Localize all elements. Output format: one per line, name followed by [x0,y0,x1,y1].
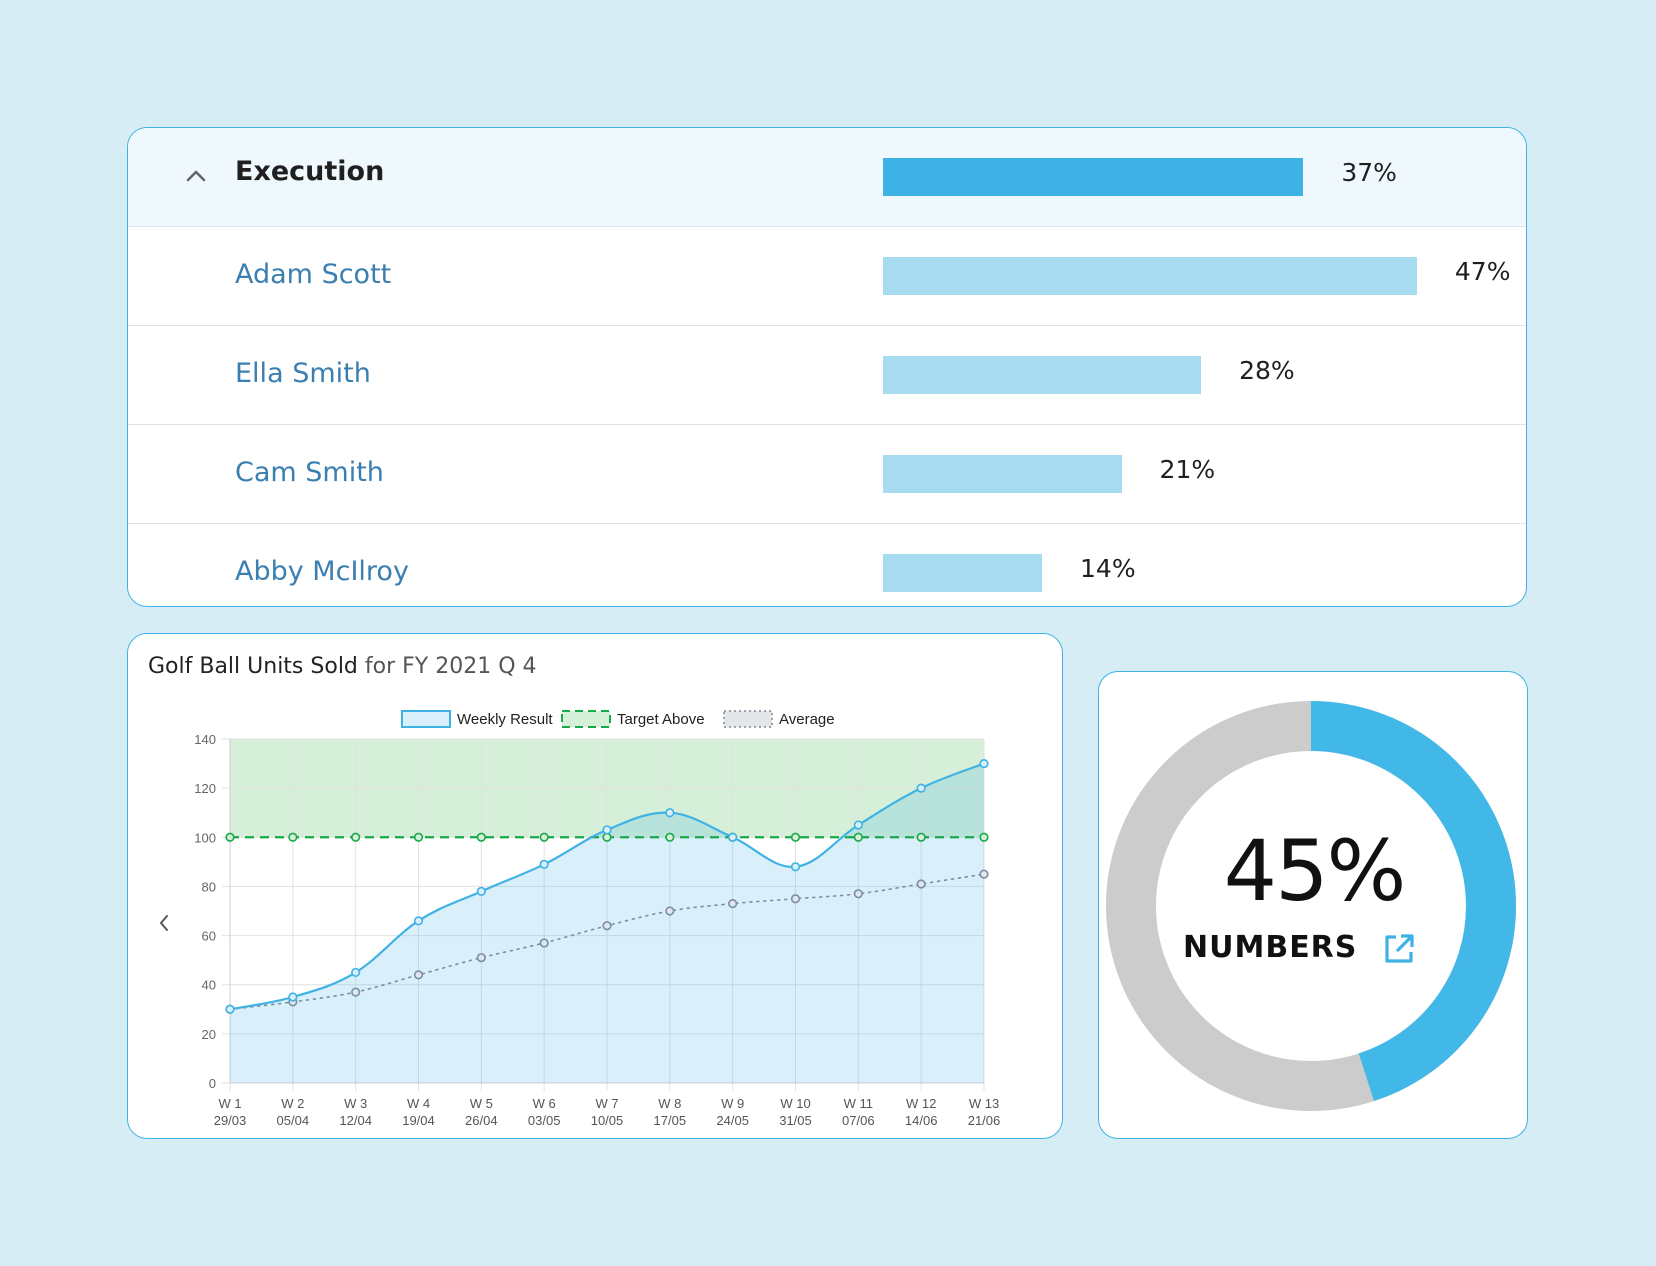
y-tick-label: 0 [209,1076,216,1091]
line-chart: 0 20 40 60 80 100 120 140 W 1 29/03 W 2 05/04 W 3 12/… [160,710,1001,1128]
average-point [539,938,549,948]
person-percent: 28% [1239,356,1295,385]
x-tick-label: W 2 05/04 [277,1096,310,1128]
execution-percent: 37% [1341,158,1397,187]
donut-fill [1106,701,1516,1111]
execution-title: Execution [235,156,385,187]
average-point [665,906,675,916]
x-tick-label: W 9 24/05 [716,1096,749,1128]
chart-title: Golf Ball Units Sold for FY 2021 Q 4 [148,654,537,679]
average-point [853,889,863,899]
average-point [728,899,738,909]
average-point [602,921,612,931]
x-tick-label: W 13 21/06 [968,1096,1001,1128]
person-bar [883,257,1417,295]
execution-card: Execution 37% Adam Scott 47% Ella Smith … [127,127,1527,607]
weekly-result-point [665,808,675,818]
person-name[interactable]: Cam Smith [235,457,384,488]
x-tick-label: W 5 26/04 [465,1096,498,1128]
chart-title-period: for FY 2021 Q 4 [357,654,537,679]
target-point [539,832,549,842]
target-point [790,832,801,842]
person-row[interactable]: Ella Smith 28% [128,326,1526,425]
weekly-result-point [413,916,424,926]
target-point [476,832,486,842]
weekly-result-point [476,886,486,896]
average-point [476,953,486,963]
donut-card: 45% NUMBERS [1098,671,1528,1139]
legend-swatch [401,710,451,728]
legend-label: Target Above [617,711,705,728]
execution-bar [883,158,1304,196]
x-tick-label: W 1 29/03 [214,1096,247,1128]
average-point [916,879,926,889]
chart-card: Golf Ball Units Sold for FY 2021 Q 4 0 20… [127,633,1063,1139]
weekly-result-point [539,859,549,869]
target-point [979,832,989,842]
person-row[interactable]: Abby McIlroy 14% [128,524,1526,606]
y-tick-label: 100 [194,830,216,845]
target-point [225,832,235,842]
person-name[interactable]: Abby McIlroy [235,556,409,587]
average-point [413,970,424,980]
x-tick-label: W 3 12/04 [339,1096,372,1128]
legend-swatch [561,710,611,728]
person-bar [883,455,1122,493]
y-tick-label: 80 [202,879,216,894]
x-tick-label: W 4 19/04 [402,1096,435,1128]
person-row[interactable]: Adam Scott 47% [128,227,1526,326]
y-tick-label: 40 [202,978,216,993]
execution-header-row[interactable]: Execution 37% [128,128,1526,227]
x-tick-label: W 10 31/05 [779,1096,812,1128]
weekly-result-point [979,758,989,769]
target-point [853,832,863,842]
donut-label[interactable]: NUMBERS [1183,930,1358,965]
target-point [602,832,612,842]
x-tick-label: W 11 07/06 [842,1096,875,1128]
person-name[interactable]: Ella Smith [235,358,371,389]
person-percent: 47% [1454,257,1511,286]
person-bar [883,356,1202,394]
person-percent: 14% [1080,554,1136,583]
target-point [916,832,926,842]
target-point [351,832,361,842]
y-tick-label: 20 [202,1027,216,1042]
x-tick-label: W 7 10/05 [591,1096,624,1128]
average-point [790,894,801,904]
person-row[interactable]: Cam Smith 21% [128,425,1526,524]
person-bar [883,554,1043,592]
legend-label: Average [779,711,835,728]
donut-value: 45% [1223,822,1407,920]
weekly-result-point [790,862,801,872]
x-tick-label: W 6 03/05 [528,1096,561,1128]
average-point [979,869,989,879]
target-point [413,832,424,842]
average-point [351,987,361,997]
weekly-result-point [225,1004,235,1014]
person-percent: 21% [1159,455,1216,484]
target-point [665,832,675,842]
legend-label: Weekly Result [457,711,553,728]
donut-chart [1106,701,1516,1111]
legend-swatch [723,710,773,728]
target-point [288,832,298,842]
weekly-result-point [916,783,926,793]
chevron-left-icon[interactable] [160,915,168,931]
x-tick-label: W 8 17/05 [654,1096,687,1128]
y-tick-label: 60 [202,929,216,944]
weekly-result-point [602,825,612,835]
y-tick-label: 120 [194,781,216,796]
chevron-up-icon[interactable] [184,164,208,188]
weekly-result-point [853,820,863,830]
chart-title-main: Golf Ball Units Sold [148,654,358,679]
weekly-result-point [728,832,738,842]
external-link-icon[interactable] [1381,931,1417,967]
weekly-result-point [351,967,361,978]
weekly-result-point [288,992,298,1002]
x-tick-label: W 12 14/06 [905,1096,938,1128]
person-name[interactable]: Adam Scott [235,259,392,290]
y-tick-label: 140 [194,732,216,747]
